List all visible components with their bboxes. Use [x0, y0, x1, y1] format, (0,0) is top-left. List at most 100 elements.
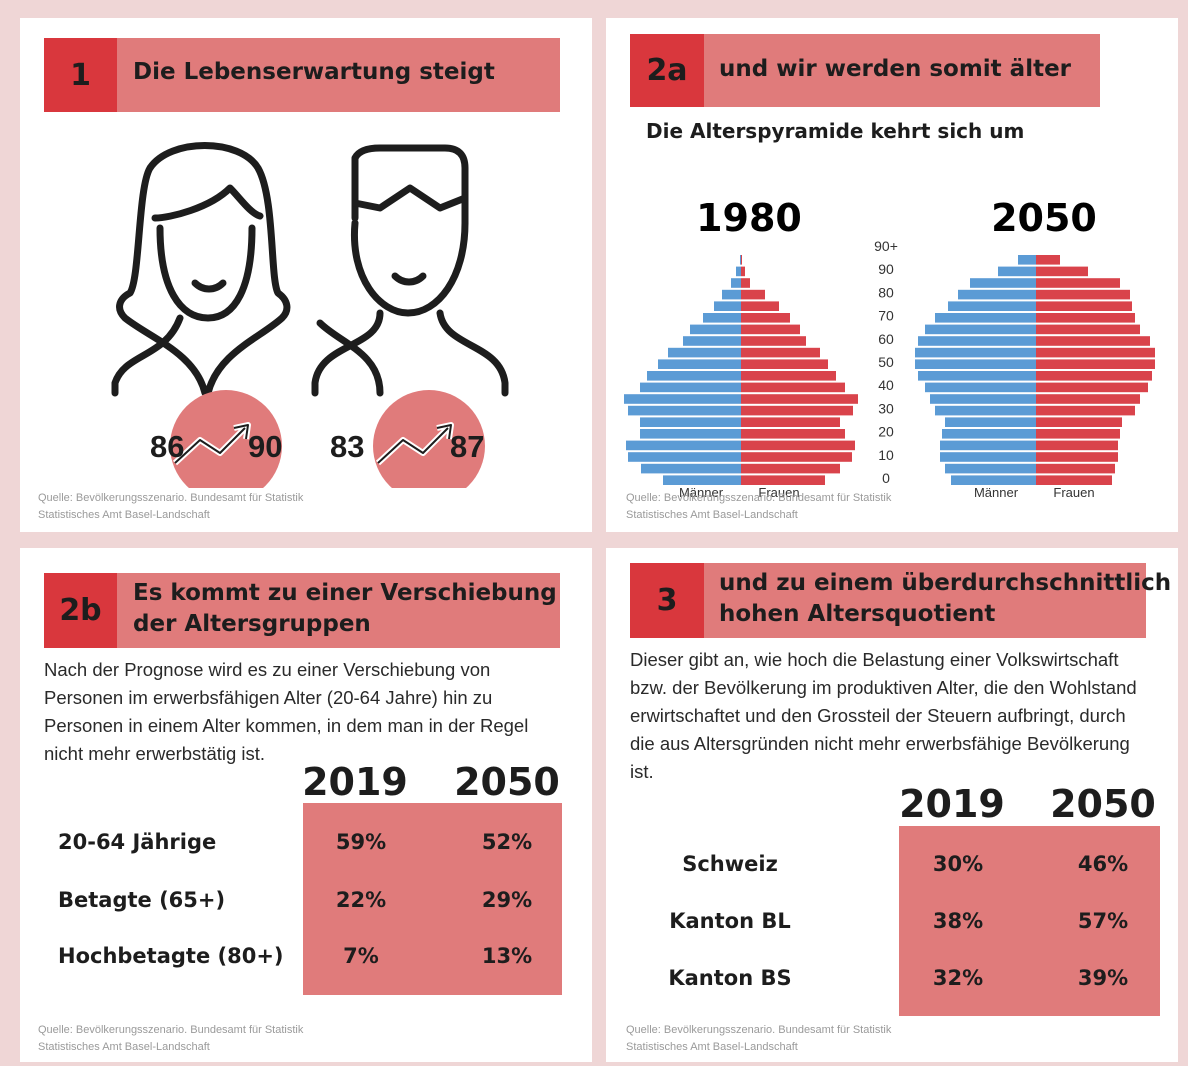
panel-title: Die Lebenserwartung steigt — [133, 57, 495, 88]
row-label: Kanton BL — [650, 909, 810, 933]
panel-subtitle: Die Alterspyramide kehrt sich um — [646, 116, 1024, 147]
bar — [940, 452, 1036, 462]
bar — [1036, 255, 1060, 265]
panel-title: und wir werden somit älter — [719, 54, 1071, 85]
column-header: 2050 — [432, 760, 582, 804]
bar — [940, 441, 1036, 451]
legend-label: Männer — [974, 485, 1019, 500]
column-header: 2019 — [280, 760, 430, 804]
bar — [1036, 325, 1140, 335]
row-label: 20-64 Jährige — [58, 830, 216, 854]
bar — [1036, 394, 1140, 404]
bar — [918, 371, 1036, 381]
cell: 57% — [1043, 909, 1163, 933]
bar — [668, 348, 741, 358]
y-tick-label: 40 — [878, 377, 894, 393]
bar — [1036, 441, 1118, 451]
paragraph: Dieser gibt an, wie hoch die Belastung e… — [630, 646, 1150, 786]
bar — [741, 464, 840, 474]
source-line: Statistisches Amt Basel-Landschaft — [38, 1039, 303, 1056]
bar — [722, 290, 741, 300]
cell: 46% — [1043, 852, 1163, 876]
bar — [1036, 383, 1148, 393]
bar — [731, 278, 741, 288]
bar — [951, 475, 1036, 485]
source-line: Quelle: Bevölkerungsszenario. Bundesamt … — [38, 490, 303, 507]
bar — [1036, 313, 1135, 323]
row-label: Hochbetagte (80+) — [58, 944, 284, 968]
bar — [640, 417, 741, 427]
bar — [741, 371, 836, 381]
column-header: 2019 — [877, 782, 1027, 826]
bar — [741, 325, 800, 335]
title-line: und zu einem überdurchschnittlich — [719, 568, 1171, 599]
bar — [741, 359, 828, 369]
bar — [741, 417, 840, 427]
bar — [918, 336, 1036, 346]
bar — [741, 255, 742, 265]
bar — [741, 278, 750, 288]
y-tick-label: 90+ — [874, 238, 898, 254]
bar — [741, 313, 790, 323]
bar — [703, 313, 741, 323]
source: Quelle: Bevölkerungsszenario. Bundesamt … — [38, 1022, 303, 1056]
y-tick-label: 0 — [882, 470, 890, 486]
cell: 29% — [447, 888, 567, 912]
row-label: Schweiz — [650, 852, 810, 876]
panel-1: 1 Die Lebenserwartung steigt 86 90 — [20, 18, 592, 532]
source-line: Quelle: Bevölkerungsszenario. Bundesamt … — [626, 490, 891, 507]
pyramids: 1980MännerFrauen2050MännerFrauen01020304… — [606, 168, 1178, 508]
bar — [1036, 348, 1155, 358]
bar — [1036, 267, 1088, 277]
bar — [741, 441, 855, 451]
bar — [663, 475, 741, 485]
bar — [626, 441, 741, 451]
bar — [1036, 359, 1155, 369]
panel-number: 3 — [630, 563, 704, 638]
bar — [915, 359, 1036, 369]
source: Quelle: Bevölkerungsszenario. Bundesamt … — [626, 490, 891, 524]
source-line: Statistisches Amt Basel-Landschaft — [38, 507, 303, 524]
value-to: 87 — [450, 429, 484, 464]
bar — [741, 301, 779, 311]
bar — [741, 452, 852, 462]
source-line: Statistisches Amt Basel-Landschaft — [626, 1039, 891, 1056]
icons: 86 90 83 87 — [20, 128, 592, 488]
bar — [930, 394, 1036, 404]
value-from: 83 — [330, 429, 364, 464]
bar — [925, 383, 1036, 393]
bar — [658, 359, 741, 369]
bar — [741, 336, 806, 346]
bar — [1036, 429, 1120, 439]
bar — [935, 406, 1036, 416]
source: Quelle: Bevölkerungsszenario. Bundesamt … — [626, 1022, 891, 1056]
y-tick-label: 10 — [878, 447, 894, 463]
cell: 39% — [1043, 966, 1163, 990]
bar — [741, 267, 745, 277]
page: 1 Die Lebenserwartung steigt 86 90 — [0, 0, 1188, 1066]
title-line: der Altersgruppen — [133, 609, 557, 640]
bar — [1036, 371, 1152, 381]
row-label: Kanton BS — [650, 966, 810, 990]
bar — [647, 371, 741, 381]
bar — [683, 336, 741, 346]
y-tick-label: 50 — [878, 354, 894, 370]
row-label: Betagte (65+) — [58, 888, 225, 912]
bar — [741, 475, 825, 485]
cell: 52% — [447, 830, 567, 854]
value-from: 86 — [150, 429, 184, 464]
column-header: 2050 — [1028, 782, 1178, 826]
bar — [640, 429, 741, 439]
bar — [628, 406, 741, 416]
bar — [935, 313, 1036, 323]
legend-label: Frauen — [1053, 485, 1094, 500]
bar — [925, 325, 1036, 335]
cell: 30% — [898, 852, 1018, 876]
y-tick-label: 60 — [878, 331, 894, 347]
bar — [624, 394, 741, 404]
bar — [948, 301, 1036, 311]
